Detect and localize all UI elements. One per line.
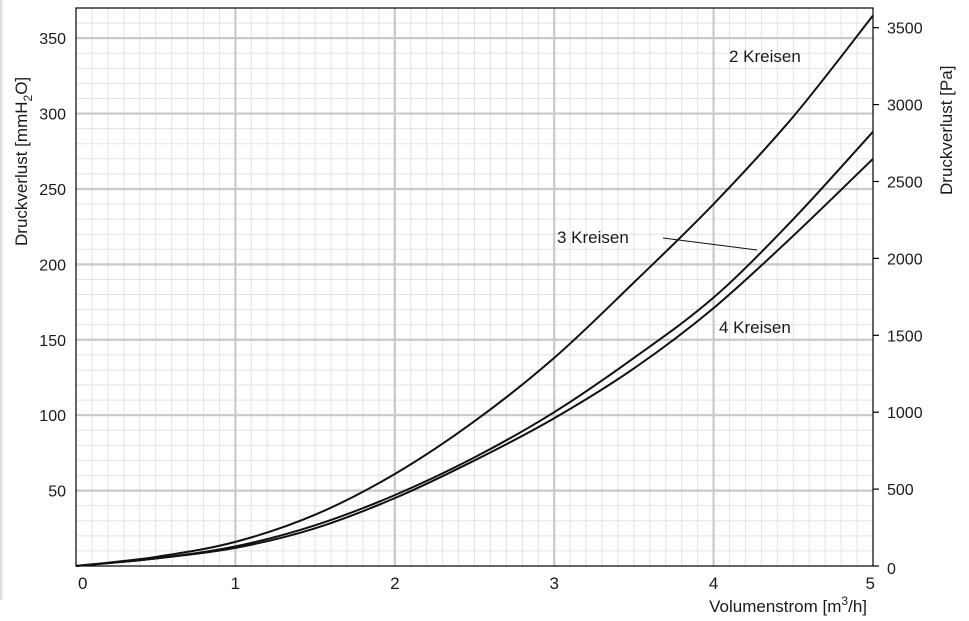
left-tick-label: 250 <box>39 182 66 199</box>
y-axis-left-label: Druckverlust [mmH2O] <box>12 77 35 246</box>
series-line-3-kreisen <box>75 130 874 567</box>
left-tick-label: 50 <box>48 484 66 501</box>
x-tick-label: 0 <box>78 574 87 593</box>
right-tick-label: 1000 <box>887 405 923 422</box>
minor-grid <box>76 8 873 566</box>
axis-labels: Druckverlust [mmH2O] Druckverlust [Pa] Vol… <box>12 66 956 616</box>
major-grid <box>76 8 873 566</box>
x-tick-label: 3 <box>549 574 558 593</box>
left-axis-ticks: 50 100 150 200 250 300 350 <box>39 31 66 500</box>
left-tick-label: 150 <box>39 333 66 350</box>
right-tick-label: 2000 <box>887 251 923 268</box>
right-axis-ticks: 0 500 1000 1500 2000 2500 3000 3500 <box>873 21 923 578</box>
left-tick-label: 350 <box>39 31 66 48</box>
annotation-3-kreisen: 3 Kreisen <box>557 228 629 247</box>
right-tick-label: 500 <box>887 482 914 499</box>
right-tick-label: 3500 <box>887 21 923 38</box>
right-tick-label: 3000 <box>887 98 923 115</box>
left-tick-label: 300 <box>39 107 66 124</box>
right-tick-label: 2500 <box>887 174 923 191</box>
annotation-2-kreisen: 2 Kreisen <box>729 47 801 66</box>
left-edge-shadow <box>0 0 4 600</box>
y-axis-right-label: Druckverlust [Pa] <box>937 66 956 195</box>
series-line-2-kreisen <box>75 14 874 567</box>
series-lines <box>75 14 874 567</box>
x-tick-label: 5 <box>866 574 875 593</box>
plot-border <box>75 7 874 567</box>
x-axis-ticks: 0 1 2 3 4 5 <box>78 574 875 593</box>
left-tick-label: 100 <box>39 408 66 425</box>
x-tick-label: 1 <box>231 574 240 593</box>
series-line-4-kreisen <box>75 158 874 567</box>
annotation-4-kreisen: 4 Kreisen <box>719 318 791 337</box>
right-tick-label: 1500 <box>887 328 923 345</box>
series-annotations: 2 Kreisen 3 Kreisen 4 Kreisen <box>557 47 801 337</box>
annotation-3-kreisen-leader <box>662 237 758 251</box>
x-tick-label: 4 <box>709 574 718 593</box>
right-tick-label: 0 <box>887 561 896 578</box>
left-tick-label: 200 <box>39 257 66 274</box>
x-tick-label: 2 <box>390 574 399 593</box>
x-axis-label: Volumenstrom [m3/h] <box>709 594 867 616</box>
